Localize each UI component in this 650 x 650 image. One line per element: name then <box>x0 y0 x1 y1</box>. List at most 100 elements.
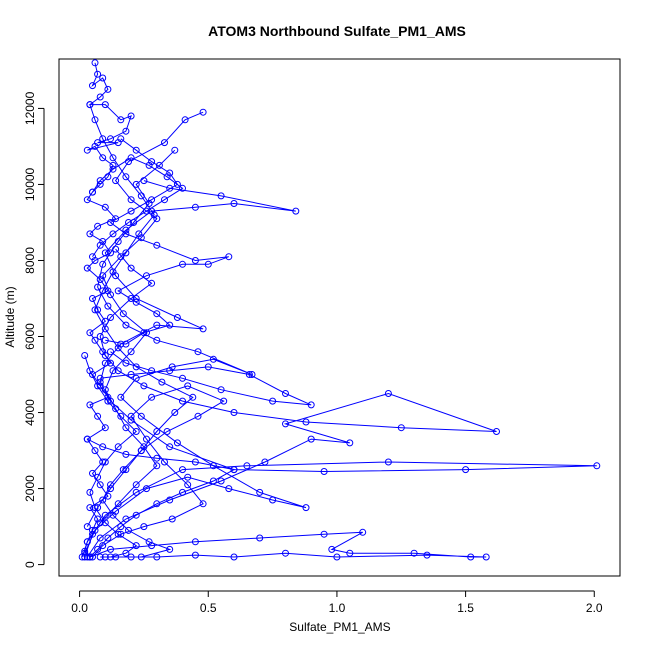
data-point <box>122 359 130 367</box>
data-point <box>94 283 102 291</box>
data-point <box>104 397 112 405</box>
data-point <box>89 82 96 90</box>
data-point <box>81 352 89 359</box>
data-point <box>94 222 102 230</box>
data-point <box>181 116 189 124</box>
data-point <box>122 226 130 234</box>
series-line <box>84 62 132 558</box>
data-point <box>153 500 161 508</box>
data-point <box>91 526 99 534</box>
y-tick-label: 4000 <box>23 399 37 426</box>
data-point <box>99 260 107 268</box>
data-point <box>320 468 328 475</box>
data-point <box>217 192 225 200</box>
data-point <box>86 504 94 512</box>
data-point <box>143 435 150 443</box>
x-tick-label: 2.0 <box>586 601 603 615</box>
data-point <box>101 249 109 257</box>
data-point <box>191 551 199 559</box>
data-point <box>101 359 109 367</box>
data-point <box>423 551 431 559</box>
data-point <box>179 466 186 474</box>
data-point <box>132 542 140 550</box>
data-point <box>199 325 207 333</box>
data-point <box>166 184 174 192</box>
data-point <box>292 207 300 215</box>
data-point <box>158 378 166 386</box>
data-point <box>163 173 171 181</box>
data-point <box>230 553 238 561</box>
x-tick-label: 1.0 <box>329 601 346 615</box>
data-point <box>132 374 140 382</box>
data-point <box>96 241 104 249</box>
data-point <box>482 553 490 561</box>
data-point <box>171 409 179 416</box>
data-point <box>261 458 269 466</box>
data-point <box>179 374 186 382</box>
data-point <box>184 473 192 481</box>
data-point <box>346 439 354 447</box>
data-point <box>173 180 181 188</box>
data-point <box>96 333 104 340</box>
data-point <box>99 443 107 451</box>
data-point <box>104 534 112 542</box>
data-point <box>122 450 130 458</box>
data-point <box>89 295 96 302</box>
data-point <box>230 409 238 416</box>
data-point <box>127 154 135 162</box>
data-point <box>153 553 161 561</box>
data-point <box>91 306 99 314</box>
data-point <box>307 435 315 443</box>
data-point <box>127 264 135 272</box>
data-series <box>81 352 140 561</box>
x-axis: 0.0 0.5 1.0 1.5 2.0 <box>71 590 603 615</box>
data-point <box>132 298 140 306</box>
data-point <box>282 390 289 397</box>
data-point <box>173 314 181 321</box>
data-point <box>168 515 176 523</box>
data-series <box>89 382 228 561</box>
data-point <box>148 393 156 401</box>
data-point <box>89 188 96 196</box>
data-point <box>127 295 135 302</box>
data-point <box>104 302 112 310</box>
series-line <box>100 351 312 406</box>
data-point <box>86 367 94 375</box>
x-tick-label: 1.5 <box>457 601 474 615</box>
data-point <box>99 496 107 504</box>
data-point <box>101 101 109 109</box>
data-point <box>86 101 94 109</box>
data-point <box>127 348 135 356</box>
data-point <box>104 85 112 93</box>
data-point <box>119 310 127 318</box>
data-point <box>269 496 277 504</box>
data-point <box>166 321 174 329</box>
data-point <box>125 526 132 534</box>
data-point <box>114 367 122 375</box>
data-point <box>107 348 114 356</box>
data-point <box>109 367 117 375</box>
data-point <box>137 553 145 561</box>
data-point <box>397 424 405 432</box>
data-point <box>117 523 125 531</box>
data-point <box>217 386 225 394</box>
data-series <box>86 528 490 561</box>
series-line <box>92 157 184 257</box>
data-point <box>194 348 202 356</box>
data-point <box>96 553 104 561</box>
data-point <box>199 500 207 508</box>
x-tick-label: 0.5 <box>200 601 217 615</box>
data-point <box>96 481 104 489</box>
data-point <box>117 412 125 420</box>
data-point <box>91 447 99 455</box>
data-point <box>132 481 140 489</box>
data-point <box>256 488 264 496</box>
data-point <box>91 504 99 512</box>
data-point <box>173 439 181 447</box>
data-point <box>99 287 107 295</box>
series-line <box>84 355 138 558</box>
data-series <box>83 101 197 531</box>
data-point <box>122 249 130 257</box>
data-point <box>122 127 130 135</box>
y-tick-label: 0 <box>23 561 37 568</box>
